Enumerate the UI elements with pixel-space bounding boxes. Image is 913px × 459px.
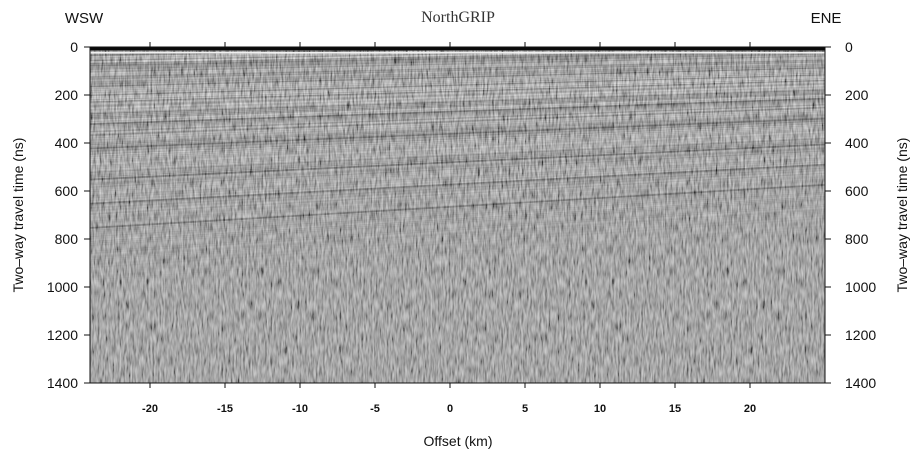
- noise-texture: [90, 47, 825, 383]
- x-axis-bottom-ticks: -20 -15 -10 -5 0 5 10 15 20: [142, 383, 756, 415]
- y-axis-title-right: Two–way travel time (ns): [894, 138, 910, 293]
- x-axis-title: Offset (km): [424, 433, 493, 449]
- x-tick-label: 20: [744, 403, 756, 415]
- chart-title: NorthGRIP: [421, 9, 495, 26]
- y-left-tick-label: 1000: [47, 279, 78, 295]
- y-left-tick-label: 800: [55, 231, 79, 247]
- x-tick-label: 10: [594, 403, 606, 415]
- right-direction-label: ENE: [811, 10, 842, 27]
- y-axis-left-ticks: 0 200 400 600 800 1000 1200 1400: [47, 39, 90, 391]
- y-right-tick-label: 600: [845, 183, 869, 199]
- y-left-tick-label: 0: [70, 39, 78, 55]
- surface-reflection-echo: [90, 52, 825, 54]
- y-left-tick-label: 600: [55, 183, 79, 199]
- x-tick-label: -20: [142, 403, 158, 415]
- y-right-tick-label: 800: [845, 231, 869, 247]
- y-right-tick-label: 1400: [845, 375, 876, 391]
- y-right-tick-label: 0: [845, 39, 853, 55]
- x-tick-label: -15: [217, 403, 233, 415]
- y-right-tick-label: 1200: [845, 327, 876, 343]
- y-left-tick-label: 1200: [47, 327, 78, 343]
- x-axis-top-ticks: [150, 42, 750, 47]
- y-axis-title-left: Two–way travel time (ns): [10, 138, 26, 293]
- surface-reflection: [90, 47, 825, 51]
- x-tick-label: -10: [292, 403, 308, 415]
- y-right-tick-label: 200: [845, 87, 869, 103]
- x-tick-label: -5: [370, 403, 380, 415]
- x-tick-label: 15: [669, 403, 681, 415]
- y-axis-right-ticks: 0 200 400 600 800 1000 1200 1400: [825, 39, 876, 391]
- x-tick-label: 5: [522, 403, 528, 415]
- left-direction-label: WSW: [65, 10, 104, 27]
- plot-area: [90, 43, 825, 383]
- y-left-tick-label: 200: [55, 87, 79, 103]
- y-left-tick-label: 1400: [47, 375, 78, 391]
- x-tick-label: 0: [447, 403, 453, 415]
- y-right-tick-label: 1000: [845, 279, 876, 295]
- y-left-tick-label: 400: [55, 135, 79, 151]
- y-right-tick-label: 400: [845, 135, 869, 151]
